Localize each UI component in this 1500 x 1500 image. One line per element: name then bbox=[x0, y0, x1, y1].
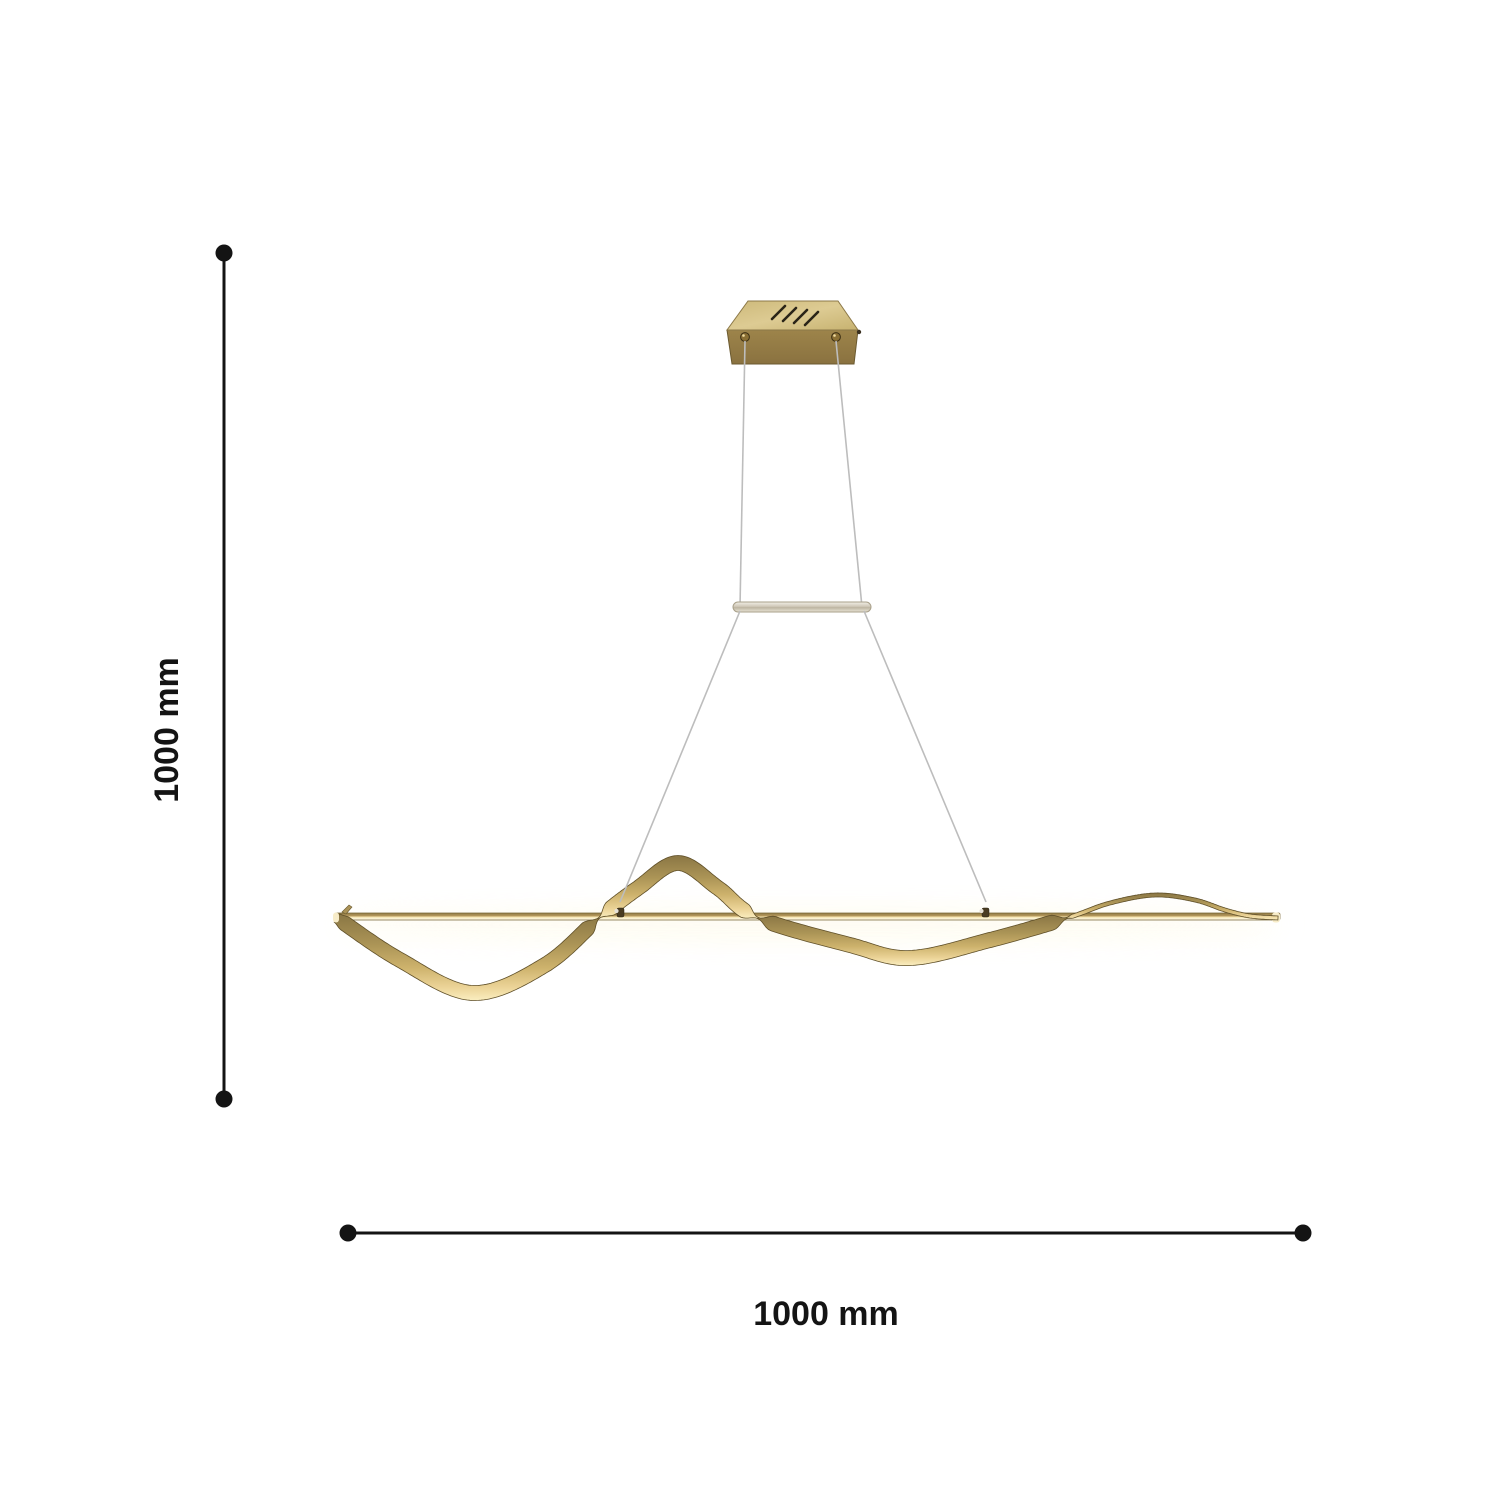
svg-text:1000 mm: 1000 mm bbox=[753, 1295, 899, 1333]
svg-text:1000 mm: 1000 mm bbox=[148, 657, 186, 803]
